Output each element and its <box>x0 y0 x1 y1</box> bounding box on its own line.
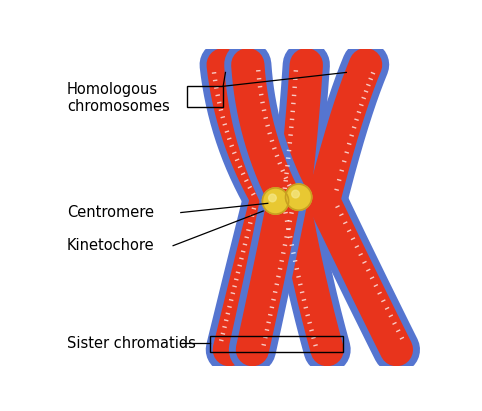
Circle shape <box>262 188 289 214</box>
Text: Centromere: Centromere <box>67 205 154 220</box>
Circle shape <box>292 190 299 198</box>
Bar <box>210 336 343 352</box>
Circle shape <box>268 194 276 202</box>
Circle shape <box>285 184 312 210</box>
Text: Kinetochore: Kinetochore <box>67 238 154 253</box>
Text: Sister chromatids: Sister chromatids <box>67 336 196 351</box>
Text: Homologous
chromosomes: Homologous chromosomes <box>67 82 170 114</box>
Bar <box>187 86 223 107</box>
